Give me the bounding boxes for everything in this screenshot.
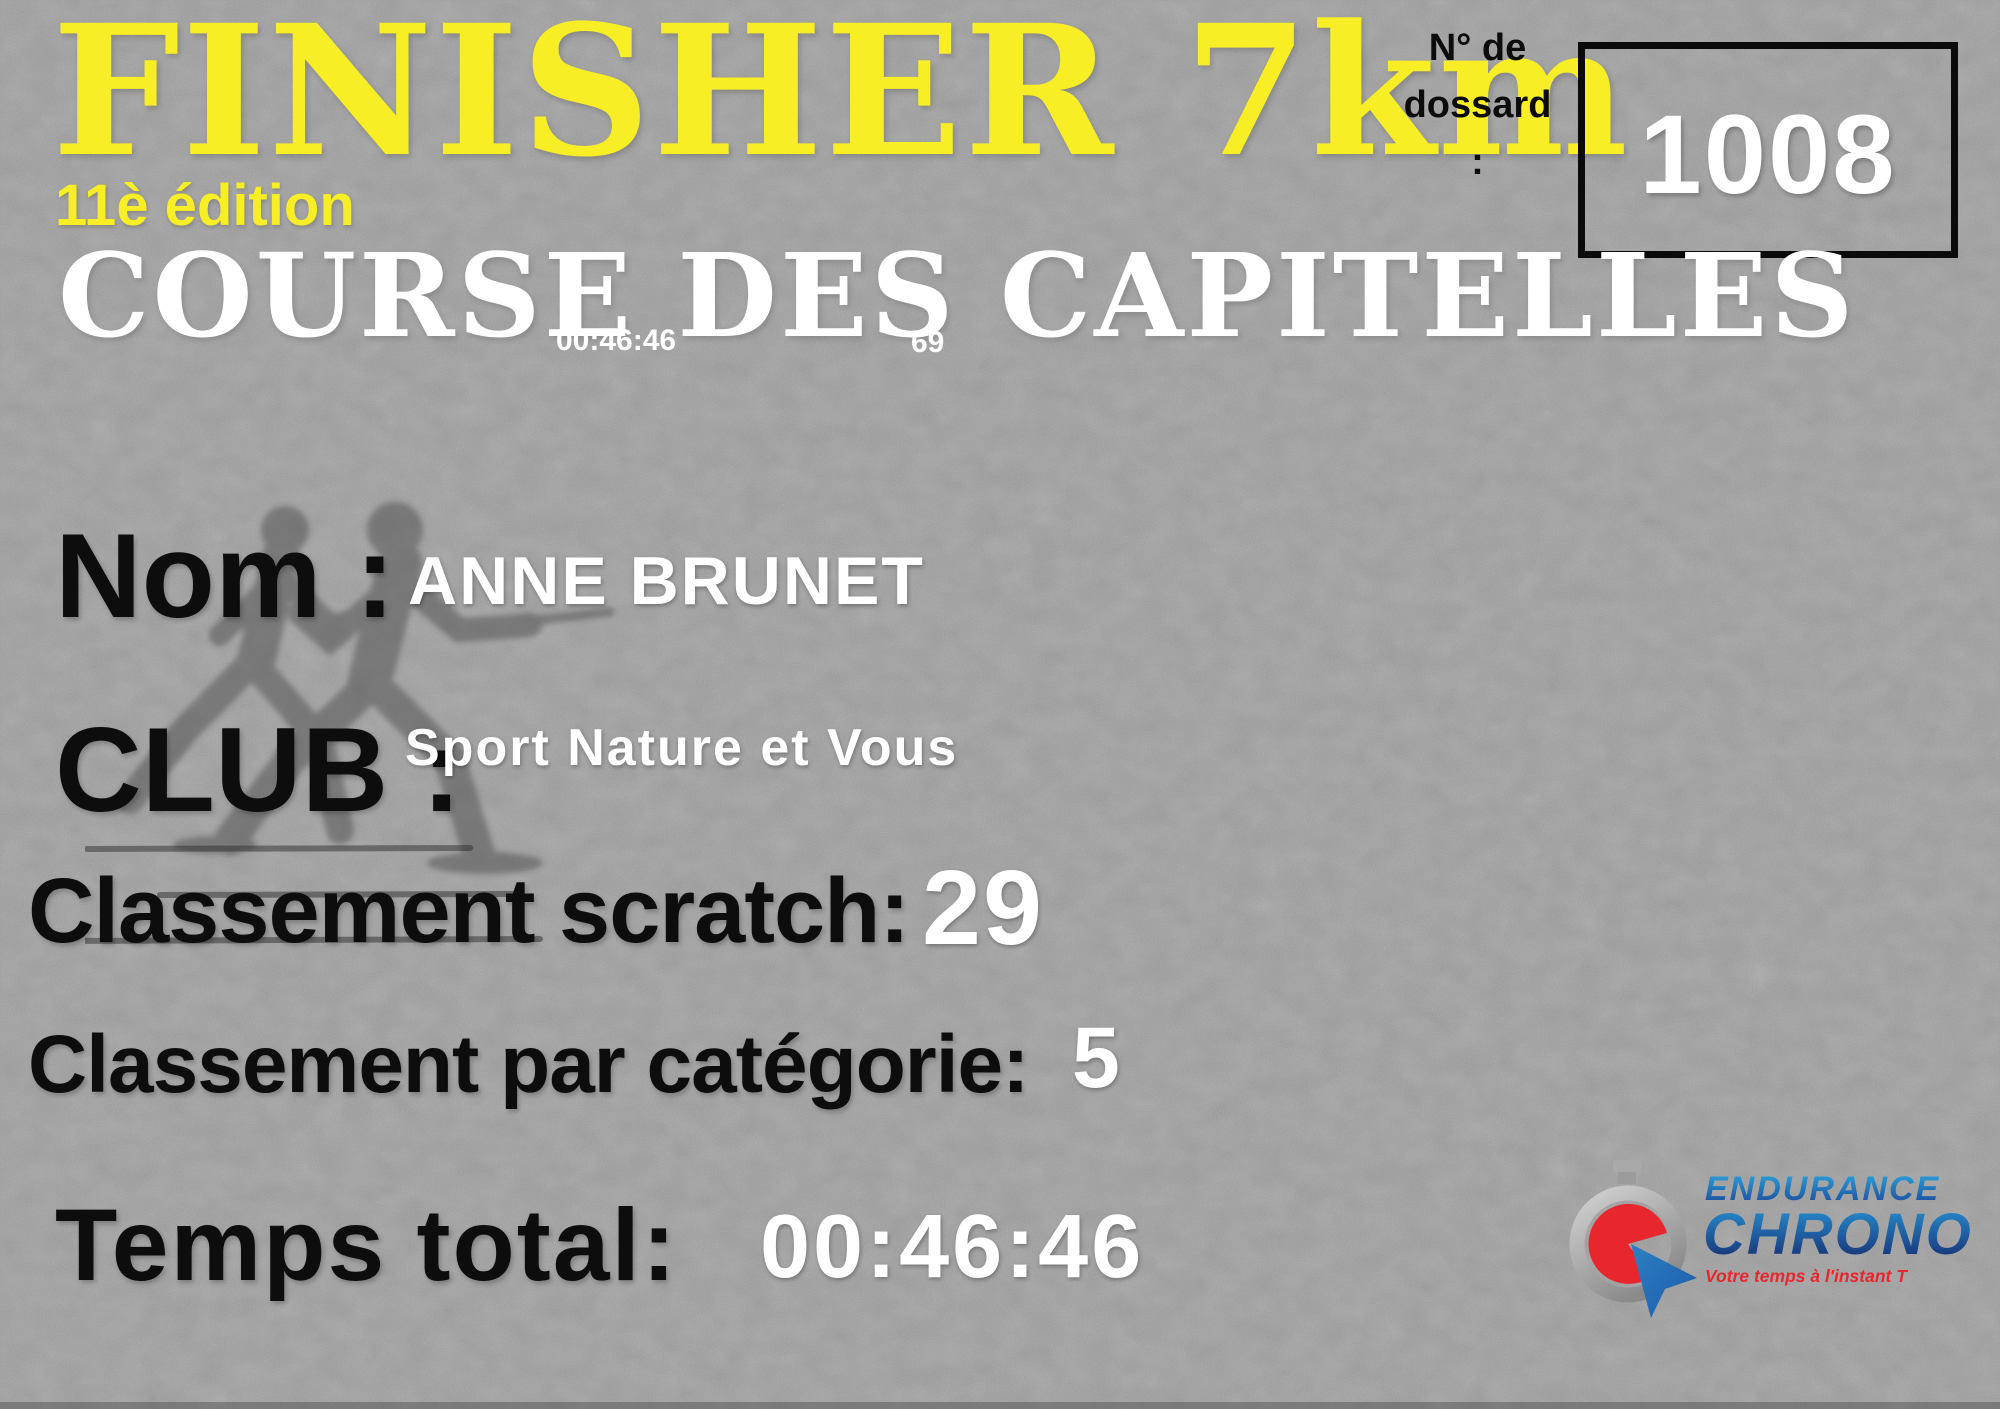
scratch-rank-value: 29 xyxy=(922,849,1044,967)
edition-label: 11è édition xyxy=(55,173,355,238)
total-time-value: 00:46:46 xyxy=(760,1197,1145,1297)
bottom-edge-shadow xyxy=(0,1402,2000,1409)
category-rank-value: 5 xyxy=(1072,1010,1120,1106)
bib-label-line2: dossard xyxy=(1403,84,1552,126)
finisher-title-main: FINISHER xyxy=(52,0,1116,197)
overlay-time-text: 00:46:46 xyxy=(556,324,677,357)
name-value: ANNE BRUNET xyxy=(408,543,925,619)
club-value: Sport Nature et Vous xyxy=(405,719,959,777)
red-dial-icon xyxy=(1588,1203,1667,1284)
club-label: CLUB : xyxy=(55,703,462,837)
overlay-bib-text: 69 xyxy=(911,326,945,359)
logo-brand-top: ENDURANCE xyxy=(1705,1170,1940,1208)
bib-label-line3: : xyxy=(1471,141,1484,183)
runners-silhouette-graphic xyxy=(85,502,615,944)
bib-label-line1: N° de xyxy=(1428,27,1527,69)
finisher-title-distance: 7km xyxy=(1183,0,1630,197)
logo-tagline: Votre temps à l'instant T xyxy=(1705,1266,1908,1286)
endurance-chrono-logo: ENDURANCE CHRONO Votre temps à l'instant… xyxy=(1569,1160,1973,1318)
name-label: Nom : xyxy=(55,509,395,643)
bib-number-value: 1008 xyxy=(1639,92,1897,217)
category-rank-label: Classement par catégorie: xyxy=(28,1019,1029,1110)
event-title: COURSE DES CAPITELLES xyxy=(58,229,1857,364)
total-time-label: Temps total: xyxy=(55,1188,678,1302)
bib-number-label: N° de dossard : xyxy=(1385,20,1570,191)
cursor-arrow-icon xyxy=(1631,1244,1697,1318)
bib-number-box: 1008 xyxy=(1578,42,1958,258)
scratch-rank-label: Classement scratch: xyxy=(28,860,910,962)
logo-brand-bottom: CHRONO xyxy=(1703,1202,1973,1267)
stopwatch-icon xyxy=(1569,1160,1697,1318)
finisher-title: FINISHER 7km xyxy=(52,2,1630,182)
speed-lines xyxy=(85,845,543,944)
